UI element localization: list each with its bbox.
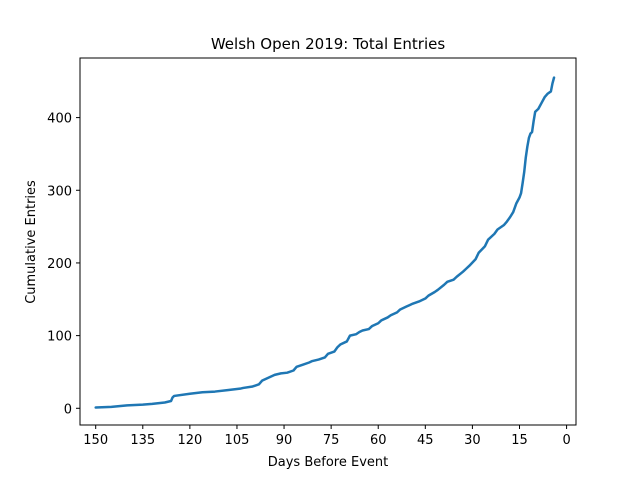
x-tick-label: 60 xyxy=(370,433,387,448)
series-layer xyxy=(94,76,556,409)
x-tick-label: 0 xyxy=(562,433,570,448)
plot-frame xyxy=(79,57,577,426)
x-tick-label: 135 xyxy=(130,433,155,448)
x-axis: 150 135 120 105 90 75 60 45 30 15 0 xyxy=(83,425,571,448)
x-tick-label: 15 xyxy=(511,433,528,448)
x-tick-label: 30 xyxy=(464,433,481,448)
x-tick-label: 75 xyxy=(323,433,340,448)
y-axis: 0 100 200 300 400 xyxy=(47,112,80,417)
y-axis-label: Cumulative Entries xyxy=(24,180,39,304)
x-tick-label: 150 xyxy=(83,433,108,448)
y-tick-label: 0 xyxy=(64,402,72,417)
y-tick-label: 200 xyxy=(47,257,72,272)
series-line-0 xyxy=(94,76,556,409)
x-tick-label: 105 xyxy=(225,433,250,448)
x-tick-label: 45 xyxy=(417,433,434,448)
y-tick-label: 400 xyxy=(47,112,72,127)
y-tick-label: 300 xyxy=(47,184,72,199)
x-tick-label: 120 xyxy=(177,433,202,448)
x-tick-label: 90 xyxy=(276,433,293,448)
y-tick-label: 100 xyxy=(47,330,72,345)
chart-title: Welsh Open 2019: Total Entries xyxy=(211,35,445,53)
x-axis-label: Days Before Event xyxy=(268,455,388,470)
